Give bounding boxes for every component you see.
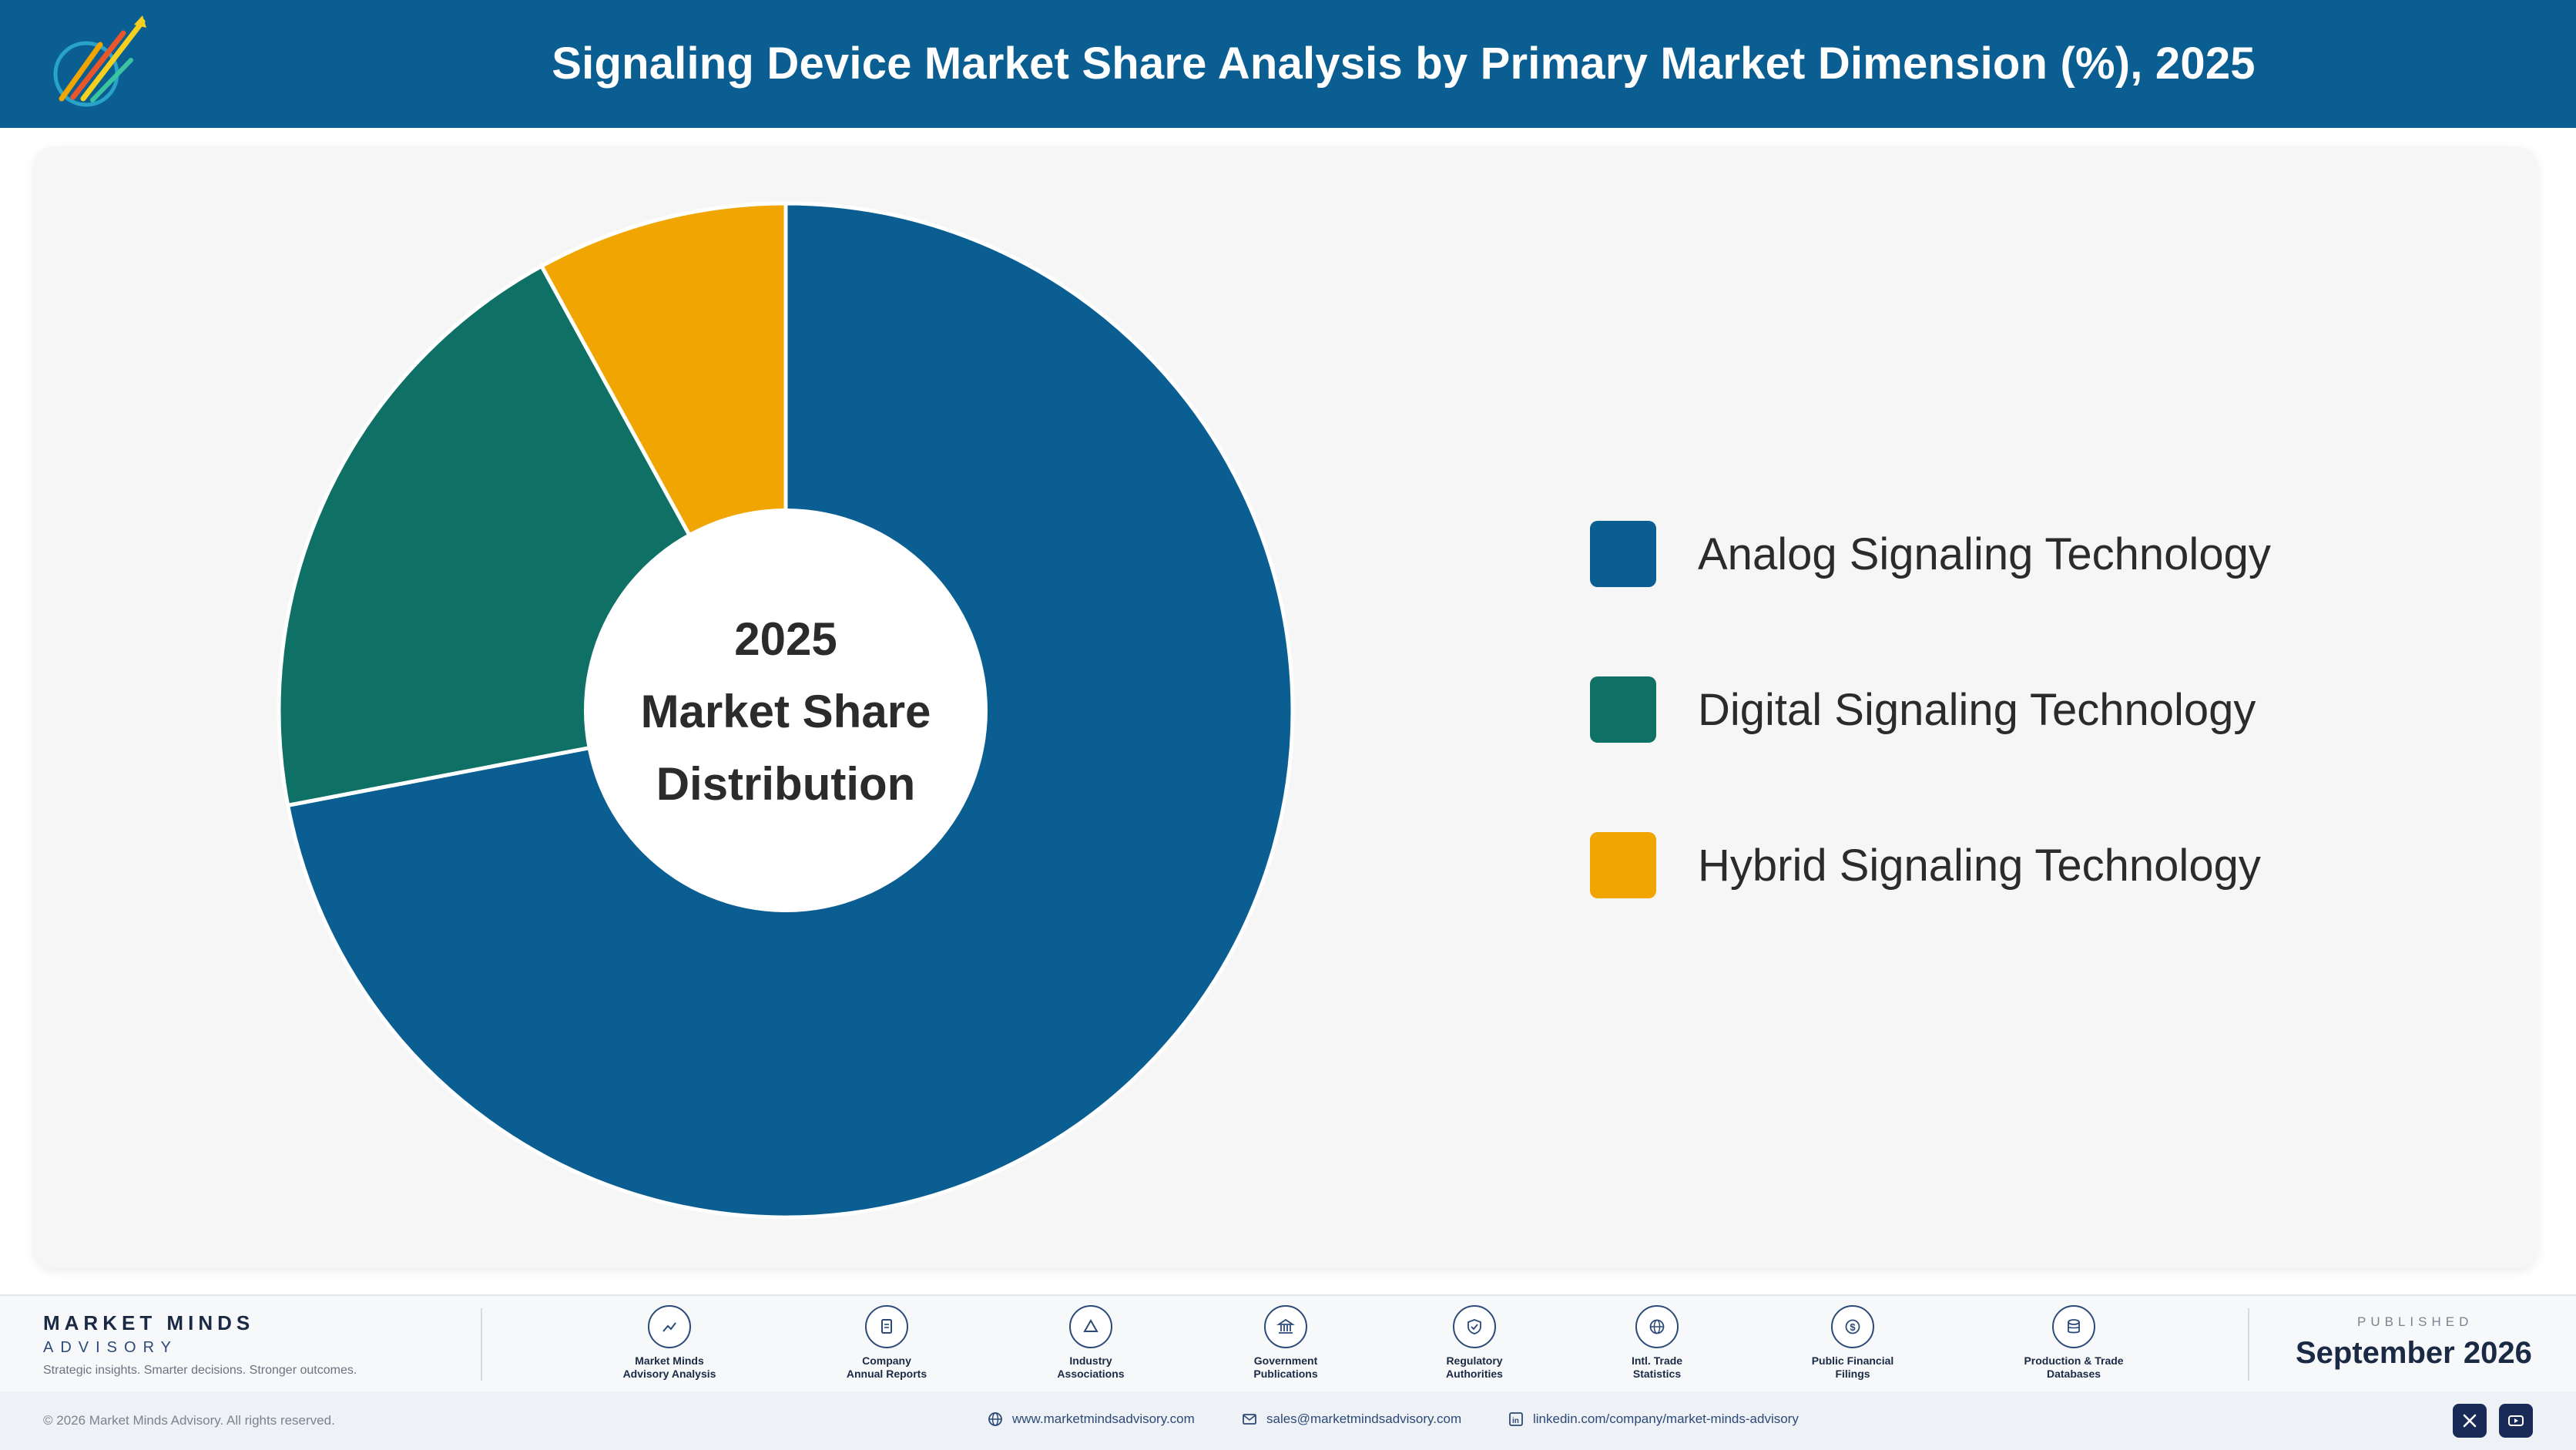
globe-icon — [1635, 1305, 1679, 1348]
source-item: Company Annual Reports — [810, 1305, 964, 1381]
center-label-line: Market Share — [641, 686, 931, 737]
source-label: Intl. Trade Statistics — [1631, 1354, 1683, 1380]
source-item: Production & Trade Databases — [1997, 1305, 2151, 1381]
linkedin-icon: in — [1509, 1412, 1523, 1426]
network-icon — [1069, 1305, 1112, 1348]
brand-tagline: Strategic insights. Smarter decisions. S… — [43, 1364, 357, 1377]
brand-name: MARKET MINDS — [43, 1311, 255, 1334]
brand-subtitle: ADVISORY — [43, 1339, 178, 1356]
trend-icon — [648, 1305, 691, 1348]
donut-chart: 2025 Market Share Distribution — [277, 201, 1295, 1220]
header-bar: Signaling Device Market Share Analysis b… — [0, 0, 2576, 128]
globe-icon — [988, 1412, 1002, 1426]
source-label: Company Annual Reports — [846, 1354, 927, 1380]
chart-card: 2025 Market Share Distribution Analog Sign… — [34, 146, 2537, 1268]
source-label: Government Publications — [1253, 1354, 1318, 1380]
legend-label: Hybrid Signaling Technology — [1698, 840, 2261, 891]
dollar-icon: $ — [1831, 1305, 1874, 1348]
document-icon — [865, 1305, 908, 1348]
source-label: Industry Associations — [1057, 1354, 1125, 1380]
legend-item[interactable]: Digital Signaling Technology — [1590, 676, 2256, 743]
linkedin-text: linkedin.com/company/market-minds-adviso… — [1533, 1411, 1799, 1426]
government-icon — [1264, 1305, 1307, 1348]
source-item: Intl. Trade Statistics — [1580, 1305, 1734, 1381]
legend-label: Digital Signaling Technology — [1698, 684, 2256, 735]
x-social-button[interactable] — [2453, 1404, 2487, 1438]
email-link[interactable]: sales@marketmindsadvisory.com — [1242, 1411, 1461, 1427]
legend-swatch — [1590, 676, 1656, 743]
divider — [2248, 1308, 2249, 1381]
legend-label: Analog Signaling Technology — [1698, 529, 2271, 579]
source-item: $ Public Financial Filings — [1776, 1305, 1930, 1381]
legend-swatch — [1590, 521, 1656, 587]
source-item: Industry Associations — [1014, 1305, 1168, 1381]
x-icon — [2463, 1414, 2477, 1428]
source-label: Market Minds Advisory Analysis — [622, 1354, 716, 1380]
published-date: September 2026 — [2296, 1336, 2532, 1370]
market-minds-logo — [53, 15, 146, 107]
legend-item[interactable]: Hybrid Signaling Technology — [1590, 832, 2261, 898]
footer-contact-bar: © 2026 Market Minds Advisory. All rights… — [0, 1391, 2576, 1450]
youtube-social-button[interactable] — [2499, 1404, 2533, 1438]
donut-hole — [584, 509, 988, 912]
center-label-line: 2025 — [734, 613, 837, 665]
footer-sources-bar: MARKET MINDS ADVISORY Strategic insights… — [0, 1294, 2576, 1391]
website-text: www.marketmindsadvisory.com — [1012, 1411, 1195, 1426]
legend-item[interactable]: Analog Signaling Technology — [1590, 521, 2271, 587]
source-item: Government Publications — [1209, 1305, 1363, 1381]
source-label: Production & Trade Databases — [2024, 1354, 2124, 1380]
source-label: Regulatory Authorities — [1446, 1354, 1503, 1380]
source-item: Market Minds Advisory Analysis — [592, 1305, 746, 1381]
website-link[interactable]: www.marketmindsadvisory.com — [988, 1411, 1195, 1427]
linkedin-link[interactable]: in linkedin.com/company/market-minds-adv… — [1508, 1411, 1799, 1427]
shield-icon — [1453, 1305, 1496, 1348]
source-label: Public Financial Filings — [1811, 1354, 1894, 1380]
published-label: PUBLISHED — [2357, 1314, 2474, 1329]
svg-text:$: $ — [1850, 1321, 1856, 1333]
database-icon — [2052, 1305, 2095, 1348]
mail-icon — [1243, 1414, 1256, 1425]
legend-swatch — [1590, 832, 1656, 898]
divider — [481, 1308, 482, 1381]
source-item: Regulatory Authorities — [1397, 1305, 1551, 1381]
youtube-icon — [2508, 1415, 2524, 1426]
svg-text:in: in — [1512, 1417, 1519, 1425]
copyright: © 2026 Market Minds Advisory. All rights… — [43, 1413, 335, 1428]
chart-title: Signaling Device Market Share Analysis b… — [552, 39, 2256, 89]
center-label-line: Distribution — [656, 758, 916, 810]
email-text: sales@marketmindsadvisory.com — [1266, 1411, 1462, 1426]
